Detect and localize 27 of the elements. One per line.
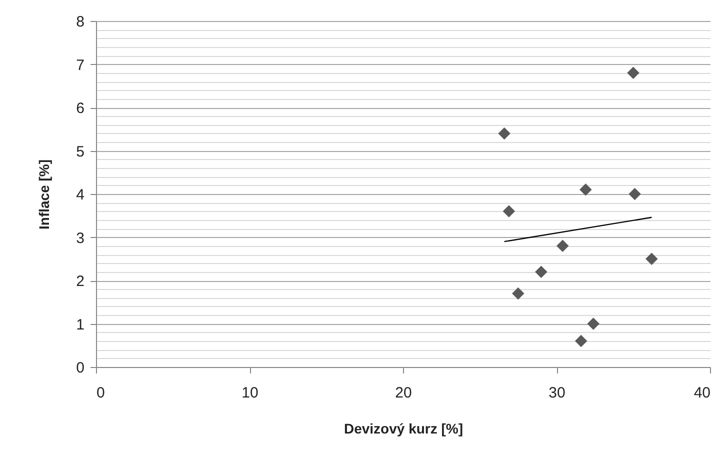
x-tick-label: 0 [96,384,105,402]
x-tick-label: 40 [694,384,710,402]
point [646,252,658,265]
x-tick-label: 10 [242,384,258,402]
point [498,127,510,140]
point [580,184,592,196]
y-tick-label: 5 [76,143,84,160]
y-tick-label: 6 [76,100,84,117]
point [628,188,641,200]
x-tick-label: 30 [548,384,566,402]
point [587,318,600,330]
point [627,66,640,80]
y-tick-label: 1 [76,316,84,334]
y-axis-title: Inflace [%] [36,159,52,230]
point [556,240,569,252]
point [574,334,588,348]
point [535,266,548,278]
y-tick-label: 3 [76,230,84,247]
y-tick-label: 7 [76,56,84,74]
point [512,287,524,300]
y-tick-label: 8 [76,14,84,30]
y-tick-label: 2 [76,273,84,290]
x-axis-title: Devizový kurz [%] [344,420,464,436]
point [502,205,516,218]
x-tick-label: 20 [395,384,412,402]
y-tick-label: 0 [76,360,84,376]
y-tick-label: 4 [76,186,84,204]
